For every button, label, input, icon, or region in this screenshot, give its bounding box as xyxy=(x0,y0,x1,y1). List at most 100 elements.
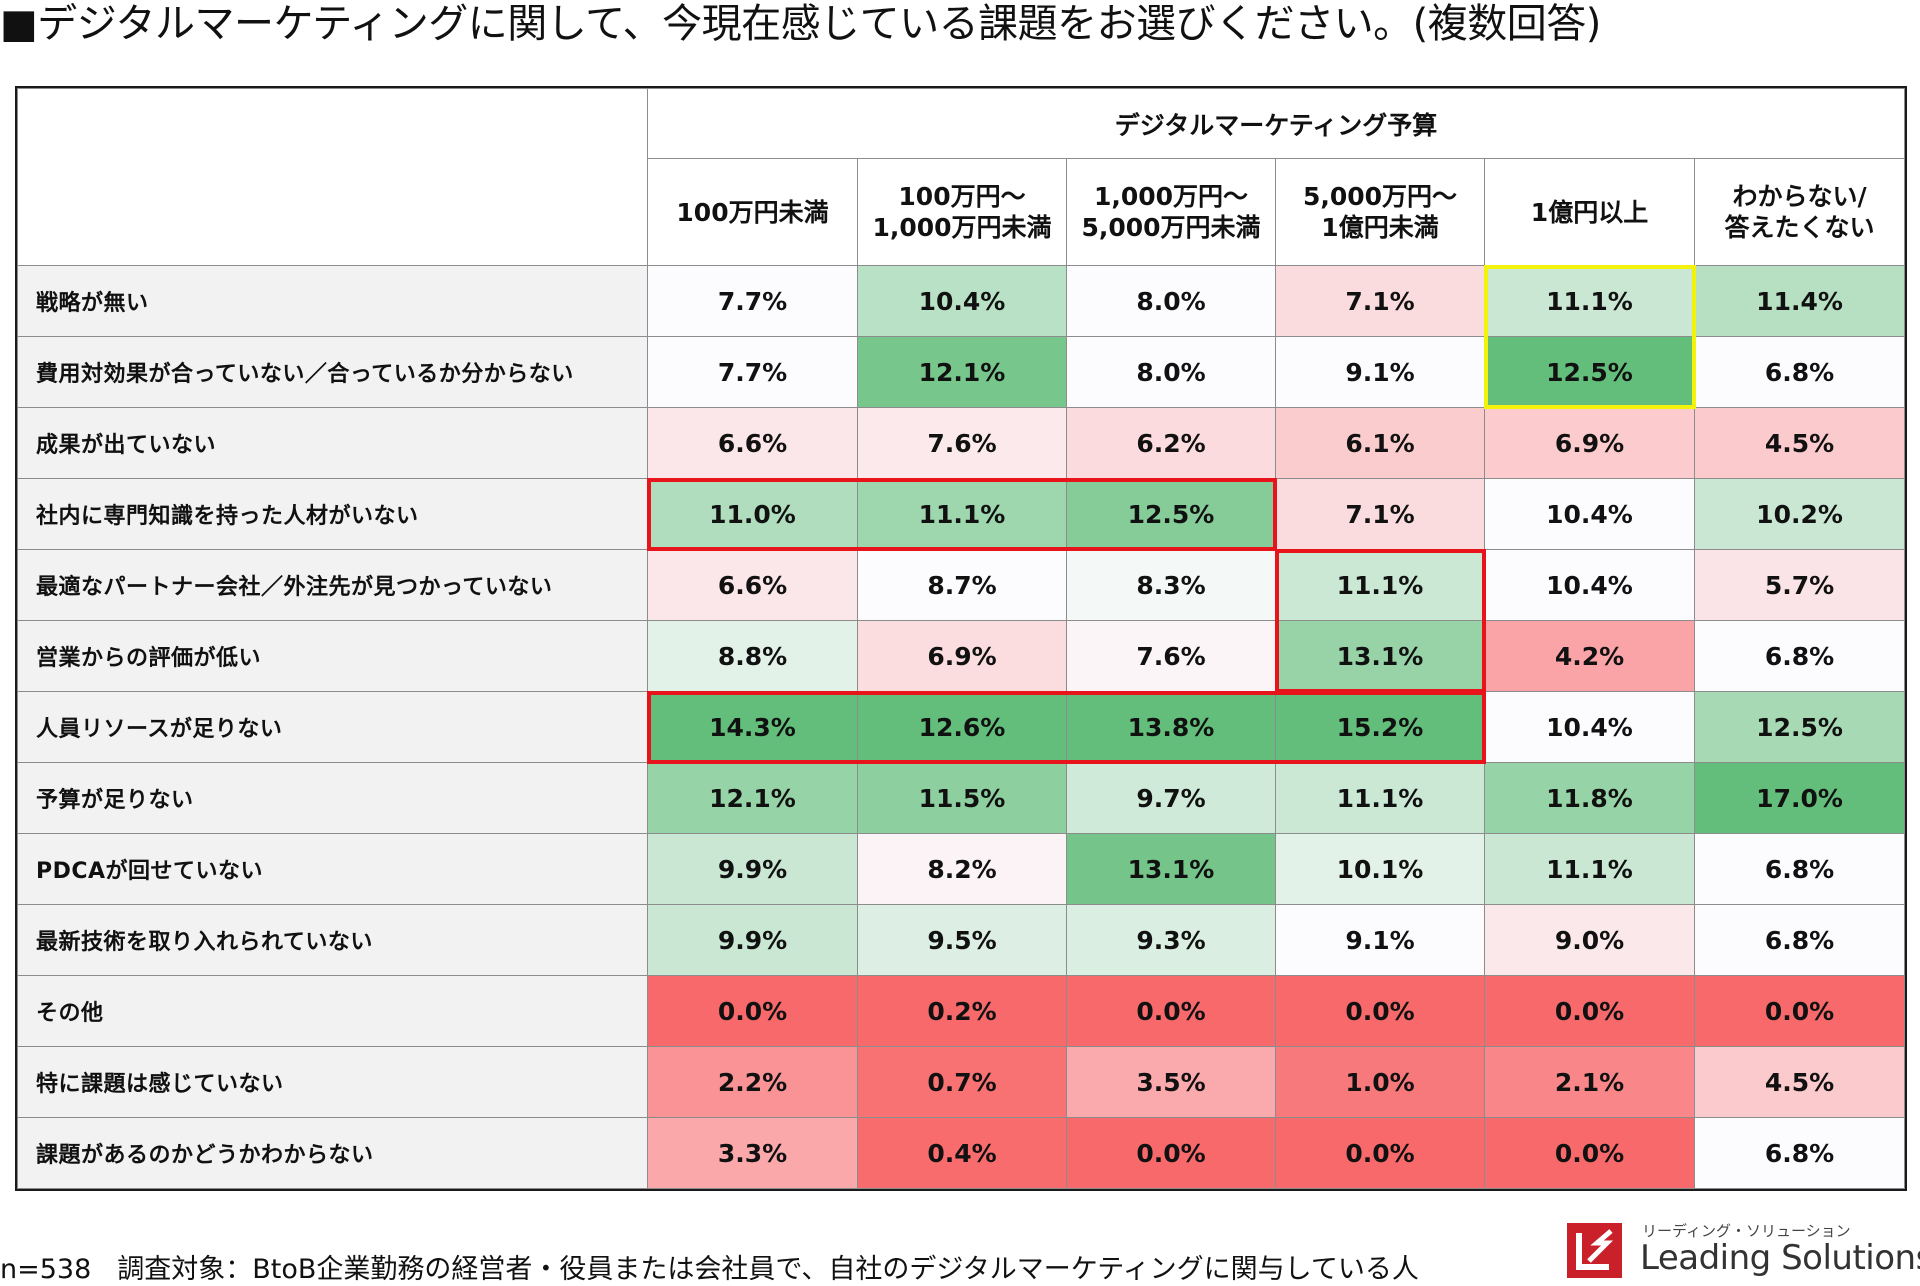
value-cell: 11.1% xyxy=(1275,762,1485,834)
table-row: 特に課題は感じていない 2.2% 0.7% 3.5% 1.0% 2.1% 4.5% xyxy=(17,1046,1906,1118)
value-cell: 12.5% xyxy=(1066,478,1276,550)
value-cell: 11.1% xyxy=(1484,833,1695,905)
table-row: 最適なパートナー会社／外注先が見つかっていない 6.6% 8.7% 8.3% 11.1%… xyxy=(17,549,1906,621)
row-label: 人員リソースが足りない xyxy=(17,691,648,763)
row-label: 戦略が無い xyxy=(17,265,648,337)
value-cell: 6.6% xyxy=(647,549,858,621)
logo-kana: リーディング・ソリューション xyxy=(1642,1222,1851,1240)
value-cell: 12.1% xyxy=(647,762,858,834)
value-cell: 13.1% xyxy=(1066,833,1276,905)
value-cell: 15.2% xyxy=(1275,691,1485,763)
value-cell: 11.0% xyxy=(647,478,858,550)
value-cell: 11.8% xyxy=(1484,762,1695,834)
value-cell: 0.0% xyxy=(1066,975,1276,1047)
value-cell: 7.6% xyxy=(857,407,1067,479)
row-label: 費用対効果が合っていない／合っているか分からない xyxy=(17,336,648,408)
survey-target: 調査対象：BtoB企業勤務の経営者・役員または会社員で、自社のデジタルマーケティ… xyxy=(117,1254,1419,1285)
value-cell: 7.7% xyxy=(647,265,858,337)
value-cell: 6.6% xyxy=(647,407,858,479)
value-cell: 10.4% xyxy=(1484,478,1695,550)
value-cell: 0.0% xyxy=(1275,975,1485,1047)
value-cell: 7.7% xyxy=(647,336,858,408)
table-row: 成果が出ていない 6.6% 7.6% 6.2% 6.1% 6.9% 4.5% xyxy=(17,407,1906,479)
table-wrapper: デジタルマーケティング予算 100万円未満 100万円～ 1,000万円未満 1,00… xyxy=(14,86,1908,1191)
value-cell: 8.7% xyxy=(857,549,1067,621)
value-cell: 4.5% xyxy=(1693,407,1906,479)
column-header-line: 100万円未満 xyxy=(676,197,829,227)
row-label: 予算が足りない xyxy=(17,762,648,834)
column-header-line: わからない/ xyxy=(1732,182,1867,211)
table-row: その他 0.0% 0.2% 0.0% 0.0% 0.0% 0.0% xyxy=(17,975,1906,1047)
value-cell: 11.5% xyxy=(857,762,1067,834)
table-row: PDCAが回せていない 9.9% 8.2% 13.1% 10.1% 11.1% 6.8% xyxy=(17,833,1906,905)
row-label: 最新技術を取り入れられていない xyxy=(17,904,648,976)
value-cell: 9.0% xyxy=(1484,904,1695,976)
value-cell: 0.0% xyxy=(1275,1117,1485,1189)
column-header-line: 5,000万円～ xyxy=(1302,182,1458,211)
value-cell: 12.5% xyxy=(1484,336,1695,408)
value-cell: 9.3% xyxy=(1066,904,1276,976)
value-cell: 9.1% xyxy=(1275,904,1485,976)
value-cell: 1.0% xyxy=(1275,1046,1485,1118)
value-cell: 0.4% xyxy=(857,1117,1067,1189)
logo-name: Leading Solutions xyxy=(1640,1238,1920,1278)
company-logo: リーディング・ソリューション Leading Solutions xyxy=(1567,1220,1920,1280)
row-label: 特に課題は感じていない xyxy=(17,1046,648,1118)
column-header: わからない/答えたくない xyxy=(1693,158,1906,266)
value-cell: 7.1% xyxy=(1275,265,1485,337)
column-header: 1,000万円～ 5,000万円未満 xyxy=(1066,158,1276,266)
page-title: ■デジタルマーケティングに関して、今現在感じている課題をお選びください。(複数回… xyxy=(0,1,1601,47)
value-cell: 6.8% xyxy=(1693,904,1906,976)
value-cell: 6.2% xyxy=(1066,407,1276,479)
row-label: 営業からの評価が低い xyxy=(17,620,648,692)
footer: n=538 調査対象：BtoB企業勤務の経営者・役員または会社員で、自社のデジタル… xyxy=(0,1247,1419,1286)
value-cell: 0.0% xyxy=(1693,975,1906,1047)
column-header: 5,000万円～ 1億円未満 xyxy=(1275,158,1485,266)
column-header: 100万円～ 1,000万円未満 xyxy=(857,158,1067,266)
column-header-line: 100万円～ xyxy=(898,182,1026,211)
value-cell: 13.8% xyxy=(1066,691,1276,763)
table-row: 課題があるのかどうかわからない 3.3% 0.4% 0.0% 0.0% 0.0% 6.8% xyxy=(17,1117,1906,1189)
value-cell: 7.1% xyxy=(1275,478,1485,550)
column-header-line: 1,000万円未満 xyxy=(872,213,1052,242)
row-label: その他 xyxy=(17,975,648,1047)
column-header-line: 5,000万円未満 xyxy=(1081,213,1261,242)
value-cell: 8.2% xyxy=(857,833,1067,905)
value-cell: 7.6% xyxy=(1066,620,1276,692)
group-header: デジタルマーケティング予算 xyxy=(646,88,1906,159)
value-cell: 9.1% xyxy=(1275,336,1485,408)
value-cell: 17.0% xyxy=(1693,762,1906,834)
value-cell: 10.1% xyxy=(1275,833,1485,905)
column-header: 1億円以上 xyxy=(1484,158,1695,266)
value-cell: 0.7% xyxy=(857,1046,1067,1118)
value-cell: 2.1% xyxy=(1484,1046,1695,1118)
value-cell: 6.8% xyxy=(1693,620,1906,692)
value-cell: 12.6% xyxy=(857,691,1067,763)
value-cell: 12.1% xyxy=(857,336,1067,408)
table-row: 最新技術を取り入れられていない 9.9% 9.5% 9.3% 9.1% 9.0% 6.8% xyxy=(17,904,1906,976)
value-cell: 4.5% xyxy=(1693,1046,1906,1118)
value-cell: 14.3% xyxy=(647,691,858,763)
column-header-line: 1億円以上 xyxy=(1530,197,1649,227)
value-cell: 11.1% xyxy=(857,478,1067,550)
value-cell: 8.3% xyxy=(1066,549,1276,621)
value-cell: 4.2% xyxy=(1484,620,1695,692)
value-cell: 10.2% xyxy=(1693,478,1906,550)
value-cell: 6.8% xyxy=(1693,336,1906,408)
row-label: 社内に専門知識を持った人材がいない xyxy=(17,478,648,550)
value-cell: 8.0% xyxy=(1066,265,1276,337)
column-header: 100万円未満 xyxy=(647,158,858,266)
value-cell: 6.8% xyxy=(1693,833,1906,905)
value-cell: 6.9% xyxy=(1484,407,1695,479)
table-row: 費用対効果が合っていない／合っているか分からない 7.7% 12.1% 8.0% 9.1… xyxy=(17,336,1906,408)
value-cell: 0.2% xyxy=(857,975,1067,1047)
value-cell: 11.1% xyxy=(1275,549,1485,621)
value-cell: 12.5% xyxy=(1693,691,1906,763)
table-row: 予算が足りない 12.1% 11.5% 9.7% 11.1% 11.8% 17.0% xyxy=(17,762,1906,834)
column-header-line: 1億円未満 xyxy=(1321,213,1439,242)
table-row: 営業からの評価が低い 8.8% 6.9% 7.6% 13.1% 4.2% 6.8% xyxy=(17,620,1906,692)
table-row: 社内に専門知識を持った人材がいない 11.0% 11.1% 12.5% 7.1% 10.4… xyxy=(17,478,1906,550)
value-cell: 11.4% xyxy=(1693,265,1906,337)
sample-size: n=538 xyxy=(0,1254,92,1285)
value-cell: 9.7% xyxy=(1066,762,1276,834)
